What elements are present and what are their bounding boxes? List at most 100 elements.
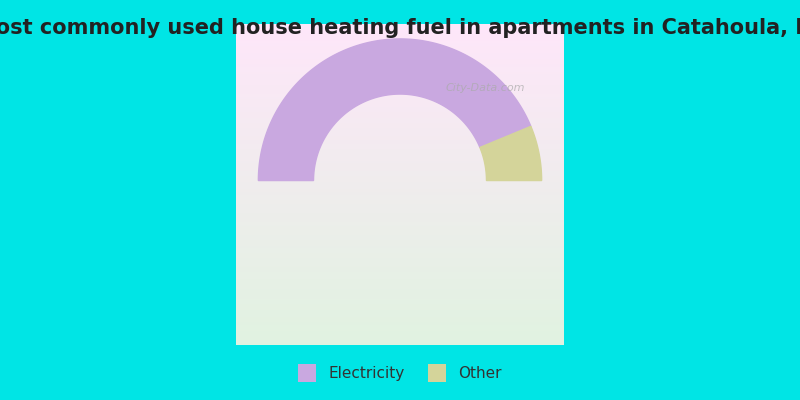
Bar bbox=[236, 323, 564, 325]
Bar bbox=[236, 222, 564, 223]
Bar bbox=[236, 326, 564, 328]
Bar bbox=[236, 141, 564, 143]
Bar bbox=[236, 304, 564, 305]
Bar bbox=[236, 177, 564, 179]
Bar bbox=[236, 248, 564, 250]
Bar bbox=[236, 89, 564, 90]
Bar bbox=[236, 116, 564, 118]
Bar bbox=[236, 336, 564, 338]
Bar bbox=[236, 86, 564, 87]
Bar bbox=[236, 95, 564, 97]
Bar bbox=[236, 307, 564, 308]
Bar bbox=[236, 115, 564, 116]
Bar bbox=[236, 204, 564, 205]
Bar bbox=[236, 110, 564, 112]
Bar bbox=[236, 133, 564, 135]
Bar bbox=[236, 162, 564, 164]
Bar bbox=[236, 264, 564, 266]
Bar bbox=[236, 284, 564, 286]
Bar bbox=[236, 186, 564, 187]
Bar bbox=[236, 289, 564, 290]
Bar bbox=[236, 269, 564, 271]
Bar bbox=[236, 56, 564, 58]
Bar bbox=[236, 36, 564, 38]
Bar bbox=[236, 172, 564, 174]
Bar bbox=[236, 320, 564, 322]
Bar bbox=[236, 297, 564, 299]
Bar bbox=[236, 161, 564, 162]
Bar bbox=[236, 223, 564, 225]
Bar bbox=[236, 94, 564, 95]
Bar bbox=[236, 64, 564, 66]
Bar bbox=[236, 305, 564, 307]
Bar bbox=[236, 122, 564, 123]
Bar bbox=[236, 58, 564, 59]
Bar bbox=[236, 28, 564, 30]
Bar bbox=[236, 107, 564, 108]
Bar bbox=[236, 217, 564, 218]
Bar bbox=[236, 202, 564, 204]
Bar bbox=[236, 244, 564, 246]
Bar bbox=[236, 317, 564, 318]
Bar bbox=[236, 238, 564, 240]
Bar bbox=[236, 156, 564, 158]
Bar bbox=[236, 230, 564, 231]
Bar bbox=[236, 143, 564, 144]
Bar bbox=[236, 250, 564, 251]
Bar bbox=[236, 195, 564, 197]
Bar bbox=[236, 302, 564, 304]
Bar bbox=[236, 254, 564, 256]
Bar bbox=[236, 16, 564, 18]
Bar bbox=[236, 189, 564, 190]
Bar bbox=[236, 256, 564, 258]
Bar bbox=[236, 226, 564, 228]
Bar bbox=[236, 225, 564, 226]
Bar bbox=[236, 71, 564, 72]
Bar bbox=[236, 280, 564, 282]
Bar bbox=[236, 46, 564, 48]
Bar bbox=[236, 277, 564, 279]
Bar bbox=[236, 166, 564, 168]
Bar bbox=[236, 207, 564, 208]
Bar bbox=[236, 190, 564, 192]
Bar bbox=[236, 335, 564, 336]
Bar bbox=[236, 104, 564, 105]
Bar bbox=[236, 18, 564, 20]
Bar bbox=[236, 113, 564, 115]
Bar bbox=[236, 299, 564, 300]
Bar bbox=[236, 282, 564, 284]
Bar bbox=[236, 187, 564, 189]
Bar bbox=[236, 84, 564, 86]
Bar bbox=[236, 268, 564, 269]
Polygon shape bbox=[258, 39, 531, 180]
Bar bbox=[236, 328, 564, 330]
Bar bbox=[236, 82, 564, 84]
Bar bbox=[236, 168, 564, 169]
Bar bbox=[236, 286, 564, 287]
Bar bbox=[236, 322, 564, 323]
Bar bbox=[236, 218, 564, 220]
Bar bbox=[236, 169, 564, 171]
Bar bbox=[236, 330, 564, 332]
Bar bbox=[236, 158, 564, 159]
Bar bbox=[236, 135, 564, 136]
Bar bbox=[236, 210, 564, 212]
Bar bbox=[236, 72, 564, 74]
Bar bbox=[236, 266, 564, 268]
Bar bbox=[236, 79, 564, 80]
Bar bbox=[236, 262, 564, 264]
Bar bbox=[236, 241, 564, 243]
Bar bbox=[236, 146, 564, 148]
Bar bbox=[236, 144, 564, 146]
Bar bbox=[236, 23, 564, 25]
Bar bbox=[236, 77, 564, 79]
Bar bbox=[236, 343, 564, 344]
Bar bbox=[236, 38, 564, 40]
Bar bbox=[236, 274, 564, 276]
Bar bbox=[236, 67, 564, 69]
Bar bbox=[236, 108, 564, 110]
Bar bbox=[236, 130, 564, 131]
Bar bbox=[236, 48, 564, 49]
Bar bbox=[236, 54, 564, 56]
Bar bbox=[236, 138, 564, 140]
